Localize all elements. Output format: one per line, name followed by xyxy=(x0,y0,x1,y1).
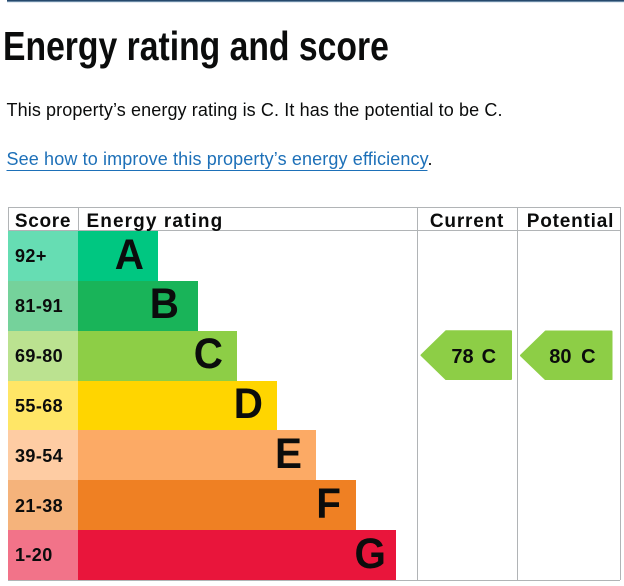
svg-text:C: C xyxy=(581,346,595,368)
svg-text:80: 80 xyxy=(549,346,571,368)
svg-text:C: C xyxy=(482,346,496,368)
svg-text:78: 78 xyxy=(451,346,473,368)
